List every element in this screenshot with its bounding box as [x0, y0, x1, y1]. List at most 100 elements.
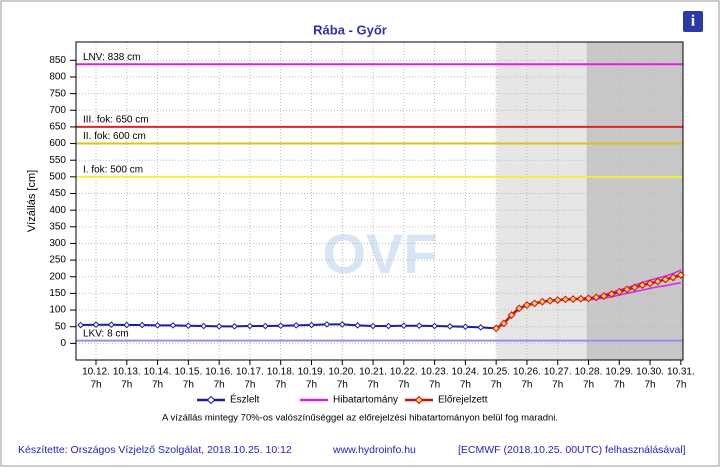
x-tick-label: 10.29.	[605, 367, 633, 378]
marker	[138, 321, 146, 329]
x-tick-label: 10.19.	[298, 367, 326, 378]
marker	[669, 273, 678, 282]
x-tick-label: 10.17.	[236, 367, 264, 378]
y-tick-label: 600	[49, 138, 66, 149]
y-tick-label: 500	[49, 171, 66, 182]
x-tick-label: 10.23.	[421, 367, 449, 378]
info-icon[interactable]: i	[691, 13, 696, 30]
level-label: I. fok: 500 cm	[83, 164, 143, 175]
x-tick-label: 10.12.	[82, 367, 110, 378]
x-tick-hour: 7h	[491, 380, 502, 391]
y-tick-label: 0	[60, 338, 66, 349]
x-tick-label: 10.31.	[667, 367, 695, 378]
y-tick-label: 400	[49, 205, 66, 216]
footer-source: [ECMWF (2018.10.25. 00UTC) felhasználásá…	[458, 444, 686, 456]
y-tick-label: 800	[49, 72, 66, 83]
plot-border	[75, 41, 684, 361]
marker	[123, 321, 131, 329]
legend-marker	[414, 395, 424, 405]
x-tick-hour: 7h	[429, 380, 440, 391]
x-tick-hour: 7h	[90, 380, 101, 391]
legend-label: Előrejelzett	[438, 395, 488, 406]
marker	[653, 277, 662, 286]
x-tick-label: 10.26.	[513, 367, 541, 378]
x-tick-label: 10.13.	[113, 367, 141, 378]
x-tick-label: 10.24.	[451, 367, 479, 378]
x-tick-hour: 7h	[583, 380, 594, 391]
y-tick-label: 450	[49, 188, 66, 199]
x-tick-hour: 7h	[460, 380, 471, 391]
marker	[615, 287, 624, 296]
marker	[676, 271, 685, 279]
marker	[584, 294, 593, 303]
y-tick-label: 250	[49, 255, 66, 266]
marker	[515, 304, 524, 313]
footer-author: Készítette: Országos Vízjelző Szolgálat,…	[18, 444, 292, 456]
marker	[477, 324, 485, 331]
marker	[546, 296, 554, 305]
legend-label: Hibatartomány	[333, 395, 398, 406]
x-tick-hour: 7h	[306, 380, 317, 391]
forecast-region	[586, 42, 683, 360]
footer-site: www.hydroinfo.hu	[332, 444, 416, 456]
marker	[323, 321, 331, 328]
x-tick-hour: 7h	[367, 380, 378, 391]
x-tick-hour: 7h	[214, 380, 225, 391]
marker	[623, 285, 631, 294]
y-tick-label: 700	[49, 105, 66, 116]
x-tick-hour: 7h	[521, 380, 532, 391]
marker	[169, 322, 177, 329]
series-line	[80, 323, 497, 330]
marker	[308, 321, 315, 329]
x-tick-label: 10.27.	[544, 367, 572, 378]
marker	[530, 299, 539, 308]
marker	[108, 321, 115, 329]
info-button[interactable]	[683, 11, 703, 32]
level-label: LKV: 8 cm	[83, 328, 129, 339]
x-tick-hour: 7h	[275, 380, 286, 391]
marker	[638, 281, 647, 289]
level-label: LNV: 838 cm	[83, 52, 140, 63]
x-tick-hour: 7h	[152, 380, 163, 391]
marker	[215, 323, 223, 330]
legend-marker	[206, 395, 216, 405]
marker	[561, 295, 570, 304]
x-tick-hour: 7h	[337, 380, 348, 391]
marker	[431, 322, 438, 330]
y-tick-label: 850	[49, 55, 66, 66]
marker	[400, 322, 408, 330]
x-tick-label: 10.28.	[575, 367, 603, 378]
marker	[576, 294, 585, 303]
level-label: III. fok: 650 cm	[83, 115, 149, 126]
x-tick-label: 10.22.	[390, 367, 418, 378]
y-tick-label: 550	[49, 155, 66, 166]
marker	[338, 321, 346, 328]
marker	[385, 322, 392, 330]
marker	[630, 283, 639, 292]
marker	[569, 295, 578, 303]
x-tick-hour: 7h	[645, 380, 656, 391]
x-tick-label: 10.14.	[144, 367, 172, 378]
marker	[646, 279, 654, 288]
x-tick-label: 10.18.	[267, 367, 295, 378]
marker	[446, 323, 454, 330]
legend-label: Észlelt	[230, 393, 260, 406]
x-tick-hour: 7h	[398, 380, 409, 391]
marker	[492, 324, 501, 333]
x-tick-hour: 7h	[614, 380, 625, 391]
marker	[369, 322, 377, 330]
x-tick-label: 10.30.	[636, 367, 664, 378]
y-tick-label: 350	[49, 221, 66, 232]
x-tick-label: 10.25.	[482, 367, 510, 378]
y-tick-label: 150	[49, 288, 66, 299]
marker	[599, 292, 608, 300]
y-tick-label: 750	[49, 88, 66, 99]
x-tick-hour: 7h	[675, 380, 686, 391]
marker	[499, 319, 508, 328]
marker	[592, 293, 601, 302]
x-tick-hour: 7h	[552, 380, 563, 391]
marker	[553, 296, 562, 304]
x-tick-label: 10.21.	[359, 367, 387, 378]
marker	[538, 297, 547, 306]
